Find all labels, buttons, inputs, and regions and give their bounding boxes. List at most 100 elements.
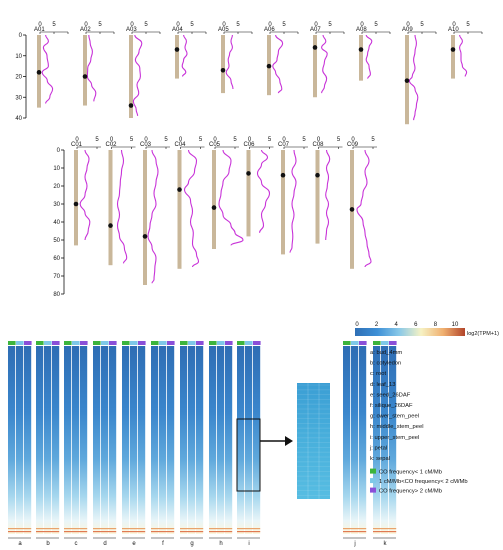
chromosome-label: C05 xyxy=(209,142,221,148)
heatmap-subcolumn xyxy=(122,346,130,534)
co-frequency-line xyxy=(272,34,284,94)
co-frequency-line xyxy=(325,149,331,241)
heatmap-band xyxy=(343,528,367,530)
x-tick-label: 5 xyxy=(233,137,237,143)
colorbar-tick-label: 2 xyxy=(375,322,379,328)
co-class-strip xyxy=(373,341,381,345)
heatmap-subcolumn xyxy=(64,346,72,534)
heatmap-subcolumn xyxy=(72,346,80,534)
x-tick-label: 0 xyxy=(144,137,148,143)
centromere-dot xyxy=(312,45,318,50)
centromere-dot xyxy=(177,187,182,192)
y-tick-label: 70 xyxy=(53,274,60,280)
heatmap-band xyxy=(8,531,32,533)
enlarged-view xyxy=(297,383,330,499)
chromosome-c05: C05 xyxy=(209,142,244,249)
chromosome-bar xyxy=(212,150,216,249)
x-tick-label: 5 xyxy=(144,22,148,28)
heatmap-band xyxy=(237,531,261,533)
heatmap-subcolumn xyxy=(80,346,88,534)
heatmap-subcolumn xyxy=(253,346,261,534)
chromosome-label: C01 xyxy=(71,142,83,148)
y-tick-label: 40 xyxy=(15,116,22,122)
co-class-strip xyxy=(351,341,359,345)
tissue-legend-item: k: sepal xyxy=(370,456,390,462)
heatmap-subcolumn xyxy=(130,346,138,534)
co-class-strip xyxy=(389,341,397,345)
colorbar-tick-label: 8 xyxy=(434,322,438,328)
x-tick-label: 0 xyxy=(222,22,226,28)
heatmap-subcolumn xyxy=(196,346,204,534)
chromosome-a06: A06 xyxy=(264,27,299,96)
x-tick-label: 0 xyxy=(282,137,286,143)
x-tick-label: 5 xyxy=(52,22,56,28)
tissue-legend-item: a: bud_4mm xyxy=(370,350,402,356)
heatmap-subcolumn xyxy=(381,346,389,534)
heatmap-subcolumn xyxy=(351,346,359,534)
co-class-strip xyxy=(52,341,60,345)
x-tick-label: 0 xyxy=(176,22,180,28)
column-label: c xyxy=(75,541,78,547)
y-tick-label: 40 xyxy=(53,220,60,226)
heatmap-column-i: i xyxy=(237,341,261,547)
co-class-strip xyxy=(138,341,146,345)
heatmap-band xyxy=(209,528,233,530)
chromosome-bar xyxy=(451,35,455,79)
centromere-dot xyxy=(266,63,272,69)
co-class-label: CO frequency> 2 cM/Mb xyxy=(379,489,442,495)
y-tick-label: 80 xyxy=(53,292,60,298)
x-tick-label: 0 xyxy=(179,137,183,143)
enlargement-arrowhead xyxy=(285,436,293,446)
x-tick-label: 0 xyxy=(406,22,410,28)
heatmap-subcolumn xyxy=(159,346,167,534)
x-tick-label: 5 xyxy=(164,137,168,143)
heatmap-band xyxy=(237,528,261,530)
co-class-swatch xyxy=(370,478,376,484)
centromere-dot xyxy=(211,205,217,210)
heatmap-subcolumn xyxy=(36,346,44,534)
x-tick-label: 0 xyxy=(360,22,364,28)
centromere-dot xyxy=(36,70,42,75)
heatmap-subcolumn xyxy=(151,346,159,534)
colorbar: 0 2 4 6 8 10 log2(TPM+1) xyxy=(355,322,499,337)
co-class-strip xyxy=(24,341,32,345)
heatmap-band xyxy=(64,531,88,533)
column-label: b xyxy=(46,541,50,547)
co-class-strip xyxy=(217,341,225,345)
co-class-swatch xyxy=(370,468,376,474)
chromosome-bar xyxy=(74,150,78,246)
x-tick-label: 5 xyxy=(374,22,378,28)
legend: a: bud_4mm b: cotyledon c: root d: leaf_13e… xyxy=(369,350,468,495)
co-class-strip xyxy=(122,341,130,345)
centromere-dot xyxy=(246,171,251,176)
heatmap-column-c: c xyxy=(64,341,88,547)
heatmap-subcolumn xyxy=(16,346,24,534)
chromosome-bar xyxy=(108,150,113,266)
chromosome-c07: C07 xyxy=(278,142,308,255)
tissue-legend-item: e: seed_26DAF xyxy=(370,392,411,398)
co-class-strip xyxy=(209,341,217,345)
chromosome-c03: C03 xyxy=(140,142,170,285)
x-tick-label: 0 xyxy=(130,22,134,28)
heatmap-column-a: a xyxy=(8,341,32,547)
y-tick-label: 10 xyxy=(15,54,22,60)
centromere-dot xyxy=(404,78,410,83)
heatmap-subcolumn xyxy=(359,346,367,534)
chromosome-label: A02 xyxy=(80,27,91,33)
heatmap-band xyxy=(122,531,146,533)
co-class-strip xyxy=(80,341,88,345)
heatmap-band xyxy=(64,528,88,530)
co-frequency-line xyxy=(116,149,128,264)
centromere-dot xyxy=(450,47,456,52)
x-tick-label: 0 xyxy=(317,137,321,143)
heatmap-band xyxy=(180,528,204,530)
co-frequency-line xyxy=(459,34,468,77)
centromere-dot xyxy=(128,103,134,108)
co-class-strip xyxy=(64,341,72,345)
heatmap-band xyxy=(93,528,117,530)
heatmap-subcolumn xyxy=(138,346,146,534)
y-tick-label: 30 xyxy=(15,95,22,101)
enlargement-box xyxy=(236,418,261,492)
